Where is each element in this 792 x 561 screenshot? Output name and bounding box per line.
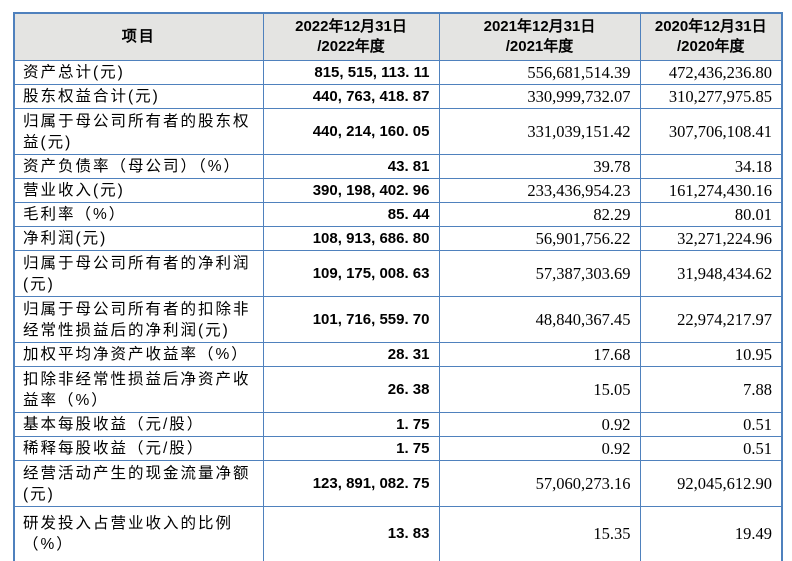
row-label: 基本每股收益（元/股） bbox=[13, 412, 264, 437]
header-2022-line1: 2022年12月31日 bbox=[295, 18, 407, 35]
header-2021-line1: 2021年12月31日 bbox=[483, 18, 596, 35]
value-2021: 0.92 bbox=[438, 412, 641, 437]
table-row: 归属于母公司所有者的扣除非经常性损益后的净利润(元) 101, 716, 559… bbox=[13, 296, 783, 343]
value-2020: 31,948,434.62 bbox=[639, 250, 783, 297]
header-2020-line1: 2020年12月31日 bbox=[654, 18, 767, 35]
value-2022: 13. 83 bbox=[262, 506, 440, 561]
value-2021: 17.68 bbox=[438, 342, 641, 367]
value-2020: 22,974,217.97 bbox=[639, 296, 783, 343]
value-2021: 556,681,514.39 bbox=[438, 60, 641, 85]
row-label: 营业收入(元) bbox=[13, 178, 264, 203]
table-row: 净利润(元) 108, 913, 686. 80 56,901,756.22 3… bbox=[13, 226, 783, 251]
table-row: 稀释每股收益（元/股） 1. 75 0.92 0.51 bbox=[13, 436, 783, 461]
value-2020: 19.49 bbox=[639, 506, 783, 561]
value-2020: 0.51 bbox=[639, 412, 783, 437]
value-2020: 80.01 bbox=[639, 202, 783, 227]
value-2021: 56,901,756.22 bbox=[438, 226, 641, 251]
value-2021: 82.29 bbox=[438, 202, 641, 227]
value-2021: 330,999,732.07 bbox=[438, 84, 641, 109]
row-label: 股东权益合计(元) bbox=[13, 84, 264, 109]
value-2022: 26. 38 bbox=[262, 366, 440, 413]
table-row: 归属于母公司所有者的股东权益(元) 440, 214, 160. 05 331,… bbox=[13, 108, 783, 155]
header-2022-line2: /2022年度 bbox=[317, 38, 385, 55]
row-label: 归属于母公司所有者的股东权益(元) bbox=[13, 108, 264, 155]
row-label: 资产负债率（母公司）（%） bbox=[13, 154, 264, 179]
header-row: 项目 2022年12月31日 /2022年度 2021年12月31日 /2021… bbox=[13, 12, 783, 61]
value-2020: 310,277,975.85 bbox=[639, 84, 783, 109]
table-row: 资产负债率（母公司）（%） 43. 81 39.78 34.18 bbox=[13, 154, 783, 179]
value-2022: 85. 44 bbox=[262, 202, 440, 227]
value-2022: 108, 913, 686. 80 bbox=[262, 226, 440, 251]
table-row: 经营活动产生的现金流量净额(元) 123, 891, 082. 75 57,06… bbox=[13, 460, 783, 507]
financial-summary-table: 项目 2022年12月31日 /2022年度 2021年12月31日 /2021… bbox=[13, 12, 783, 561]
value-2021: 57,387,303.69 bbox=[438, 250, 641, 297]
table-row: 资产总计(元) 815, 515, 113. 11 556,681,514.39… bbox=[13, 60, 783, 85]
value-2022: 28. 31 bbox=[262, 342, 440, 367]
table-row: 基本每股收益（元/股） 1. 75 0.92 0.51 bbox=[13, 412, 783, 437]
row-label: 加权平均净资产收益率（%） bbox=[13, 342, 264, 367]
value-2020: 32,271,224.96 bbox=[639, 226, 783, 251]
value-2020: 92,045,612.90 bbox=[639, 460, 783, 507]
table-header: 项目 2022年12月31日 /2022年度 2021年12月31日 /2021… bbox=[13, 12, 783, 61]
header-2020: 2020年12月31日 /2020年度 bbox=[639, 12, 783, 61]
header-2021-line2: /2021年度 bbox=[505, 38, 574, 55]
value-2022: 109, 175, 008. 63 bbox=[262, 250, 440, 297]
value-2020: 161,274,430.16 bbox=[639, 178, 783, 203]
row-label: 归属于母公司所有者的净利润(元) bbox=[13, 250, 264, 297]
row-label: 稀释每股收益（元/股） bbox=[13, 436, 264, 461]
header-item-label: 项目 bbox=[121, 28, 156, 45]
value-2020: 0.51 bbox=[639, 436, 783, 461]
row-label: 经营活动产生的现金流量净额(元) bbox=[13, 460, 264, 507]
value-2021: 233,436,954.23 bbox=[438, 178, 641, 203]
value-2021: 15.35 bbox=[438, 506, 641, 561]
header-2021: 2021年12月31日 /2021年度 bbox=[438, 12, 641, 61]
table-row: 营业收入(元) 390, 198, 402. 96 233,436,954.23… bbox=[13, 178, 783, 203]
value-2022: 815, 515, 113. 11 bbox=[262, 60, 440, 85]
header-2020-line2: /2020年度 bbox=[676, 38, 745, 55]
row-label: 归属于母公司所有者的扣除非经常性损益后的净利润(元) bbox=[13, 296, 264, 343]
value-2022: 1. 75 bbox=[262, 436, 440, 461]
row-label: 毛利率（%） bbox=[13, 202, 264, 227]
row-label: 净利润(元) bbox=[13, 226, 264, 251]
row-label: 资产总计(元) bbox=[13, 60, 264, 85]
value-2022: 123, 891, 082. 75 bbox=[262, 460, 440, 507]
table-row: 归属于母公司所有者的净利润(元) 109, 175, 008. 63 57,38… bbox=[13, 250, 783, 297]
table-row: 毛利率（%） 85. 44 82.29 80.01 bbox=[13, 202, 783, 227]
table-row: 加权平均净资产收益率（%） 28. 31 17.68 10.95 bbox=[13, 342, 783, 367]
header-2022: 2022年12月31日 /2022年度 bbox=[262, 12, 440, 61]
value-2020: 34.18 bbox=[639, 154, 783, 179]
value-2022: 101, 716, 559. 70 bbox=[262, 296, 440, 343]
value-2021: 57,060,273.16 bbox=[438, 460, 641, 507]
value-2022: 390, 198, 402. 96 bbox=[262, 178, 440, 203]
table-row: 扣除非经常性损益后净资产收益率（%） 26. 38 15.05 7.88 bbox=[13, 366, 783, 413]
value-2021: 39.78 bbox=[438, 154, 641, 179]
value-2020: 10.95 bbox=[639, 342, 783, 367]
value-2021: 331,039,151.42 bbox=[438, 108, 641, 155]
value-2020: 7.88 bbox=[639, 366, 783, 413]
value-2020: 307,706,108.41 bbox=[639, 108, 783, 155]
table-body: 资产总计(元) 815, 515, 113. 11 556,681,514.39… bbox=[13, 60, 783, 561]
value-2021: 0.92 bbox=[438, 436, 641, 461]
value-2020: 472,436,236.80 bbox=[639, 60, 783, 85]
row-label: 研发投入占营业收入的比例（%） bbox=[13, 506, 264, 561]
value-2022: 1. 75 bbox=[262, 412, 440, 437]
table-row: 股东权益合计(元) 440, 763, 418. 87 330,999,732.… bbox=[13, 84, 783, 109]
value-2022: 440, 214, 160. 05 bbox=[262, 108, 440, 155]
value-2021: 48,840,367.45 bbox=[438, 296, 641, 343]
table-row: 研发投入占营业收入的比例（%） 13. 83 15.35 19.49 bbox=[13, 506, 783, 561]
header-item: 项目 bbox=[13, 12, 264, 61]
row-label: 扣除非经常性损益后净资产收益率（%） bbox=[13, 366, 264, 413]
value-2021: 15.05 bbox=[438, 366, 641, 413]
value-2022: 440, 763, 418. 87 bbox=[262, 84, 440, 109]
value-2022: 43. 81 bbox=[262, 154, 440, 179]
